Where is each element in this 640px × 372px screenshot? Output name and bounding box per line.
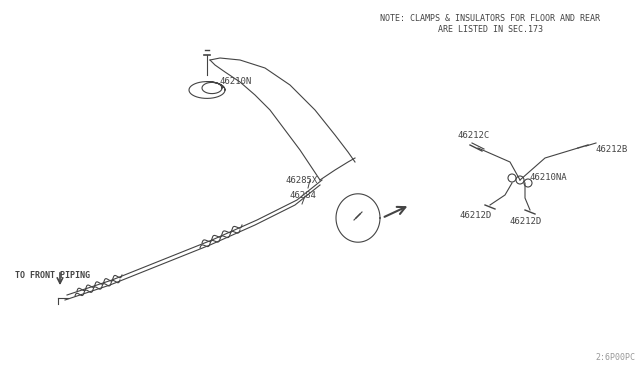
Text: 46284: 46284 bbox=[290, 191, 317, 200]
Text: 2:6P00PC: 2:6P00PC bbox=[595, 353, 635, 362]
Text: NOTE: CLAMPS & INSULATORS FOR FLOOR AND REAR: NOTE: CLAMPS & INSULATORS FOR FLOOR AND … bbox=[380, 14, 600, 23]
Text: 46212D: 46212D bbox=[460, 211, 492, 219]
Text: 46212D: 46212D bbox=[510, 218, 542, 227]
Text: 46210NA: 46210NA bbox=[530, 173, 568, 183]
Text: 46210N: 46210N bbox=[219, 77, 252, 87]
Text: 46212C: 46212C bbox=[458, 131, 490, 140]
Text: TO FRONT PIPING: TO FRONT PIPING bbox=[15, 270, 90, 279]
Text: 46212B: 46212B bbox=[595, 145, 627, 154]
Text: ARE LISTED IN SEC.173: ARE LISTED IN SEC.173 bbox=[438, 25, 543, 34]
Text: 46285X: 46285X bbox=[285, 176, 317, 185]
